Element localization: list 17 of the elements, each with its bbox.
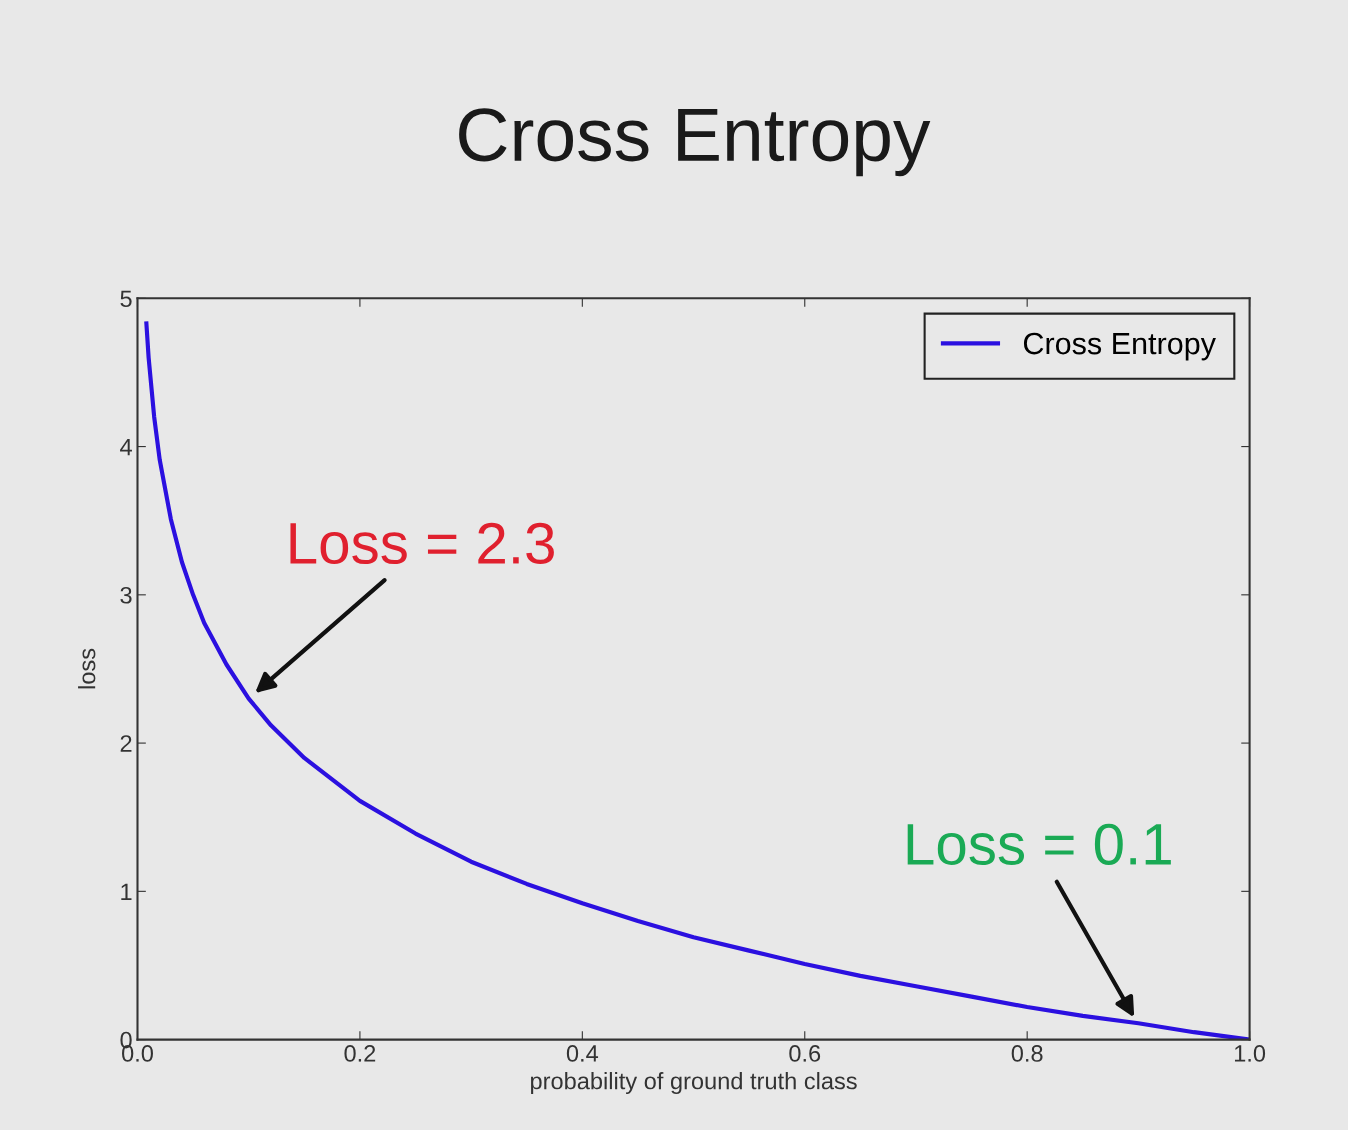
annotation: Loss = 2.3 [290, 522, 554, 565]
y-axis-title: loss [78, 648, 96, 689]
y-tick-label: 3 [120, 586, 132, 604]
x-tick-label: 0.6 [789, 1045, 821, 1062]
x-tick-label: 0.2 [344, 1045, 376, 1062]
chart-title: Cross Entropy [459, 108, 931, 177]
x-tick-label: 1.0 [1234, 1045, 1266, 1062]
annotation: Loss = 0.1 [907, 823, 1171, 865]
line-series [144, 321, 1250, 1040]
y-tick-label: 4 [120, 438, 132, 456]
y-tick-label: 5 [120, 290, 132, 308]
x-axis-title: probability of ground truth class [531, 1072, 857, 1095]
y-tick-label: 1 [121, 883, 132, 900]
x-tick-label: 0.8 [1011, 1045, 1043, 1062]
x-tick-label: 0.4 [566, 1045, 599, 1062]
y-tick-label: 2 [120, 735, 132, 752]
legend-label: Cross Entropy [1023, 332, 1216, 361]
